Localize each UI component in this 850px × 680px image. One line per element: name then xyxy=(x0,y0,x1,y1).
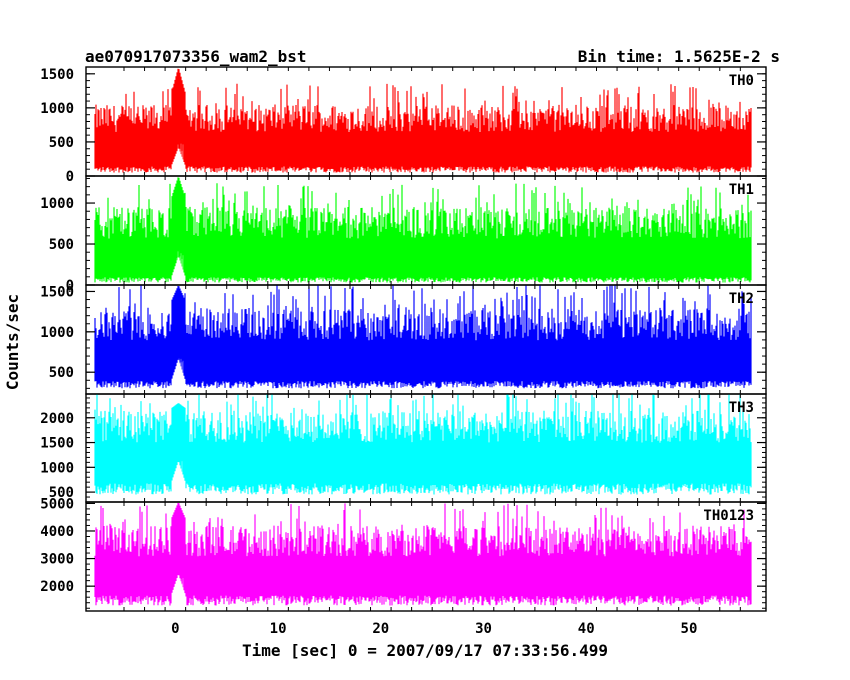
y-tick-label: 2000 xyxy=(40,579,74,595)
y-tick-label: 5000 xyxy=(40,496,74,512)
series-trace-th1 xyxy=(94,177,752,283)
y-tick-label: 1500 xyxy=(40,67,74,83)
x-tick-label: 30 xyxy=(475,621,492,637)
burst-highlight-th2 xyxy=(176,358,184,382)
series-trace-th0 xyxy=(94,68,752,173)
y-tick-label: 1000 xyxy=(40,325,74,341)
series-label-th1: TH1 xyxy=(729,182,754,198)
y-tick-label: 1000 xyxy=(40,460,74,476)
burst-highlight-th0123 xyxy=(176,578,184,596)
series-trace-th3 xyxy=(94,394,752,495)
x-tick-label: 20 xyxy=(372,621,389,637)
x-tick-label: 50 xyxy=(681,621,698,637)
panel-frame-th0123 xyxy=(85,501,767,612)
burst-highlight-th0 xyxy=(176,143,184,167)
series-label-th3: TH3 xyxy=(729,400,754,416)
y-tick-label: 3000 xyxy=(40,552,74,568)
y-tick-label: 1500 xyxy=(40,436,74,452)
series-trace-th2 xyxy=(94,285,752,389)
x-axis-label: Time [sec] 0 = 2007/09/17 07:33:56.499 xyxy=(242,641,608,660)
y-tick-label: 2000 xyxy=(40,411,74,427)
y-tick-label: 500 xyxy=(49,485,74,501)
panel-th0: 0 500 1000 1500 TH0 xyxy=(40,66,767,185)
chart-title-right: Bin time: 1.5625E-2 s xyxy=(578,47,780,66)
y-tick-label: 500 xyxy=(49,365,74,381)
panel-th2: 500 1000 1500 TH2 xyxy=(40,284,767,395)
panel-th1: 0 500 1000 TH1 xyxy=(40,175,767,294)
y-tick-label: 500 xyxy=(49,135,74,151)
y-tick-label: 500 xyxy=(49,237,74,253)
series-label-th0123: TH0123 xyxy=(703,508,754,524)
series-trace-th0123 xyxy=(94,503,752,606)
y-axis-label: Counts/sec xyxy=(3,294,22,390)
x-tick-label: 0 xyxy=(171,621,179,637)
y-tick-label: 1000 xyxy=(40,196,74,212)
y-tick-label: 1000 xyxy=(40,101,74,117)
x-tick-label: 40 xyxy=(578,621,595,637)
y-tick-label: 1500 xyxy=(40,284,74,300)
series-label-th0: TH0 xyxy=(729,73,754,89)
series-label-th2: TH2 xyxy=(729,291,754,307)
panel-th0123: 2000 3000 4000 5000 TH0123 xyxy=(40,496,767,612)
y-tick-label: 0 xyxy=(66,278,74,294)
x-tick-label: 10 xyxy=(270,621,287,637)
y-tick-label: 4000 xyxy=(40,524,74,540)
burst-highlight-th3 xyxy=(176,461,184,484)
burst-highlight-th1 xyxy=(176,251,184,278)
y-tick-label: 0 xyxy=(66,169,74,185)
panel-th3: 500 1000 1500 2000 TH3 xyxy=(40,393,767,503)
chart-title-left: ae070917073356_wam2_bst xyxy=(85,47,307,66)
